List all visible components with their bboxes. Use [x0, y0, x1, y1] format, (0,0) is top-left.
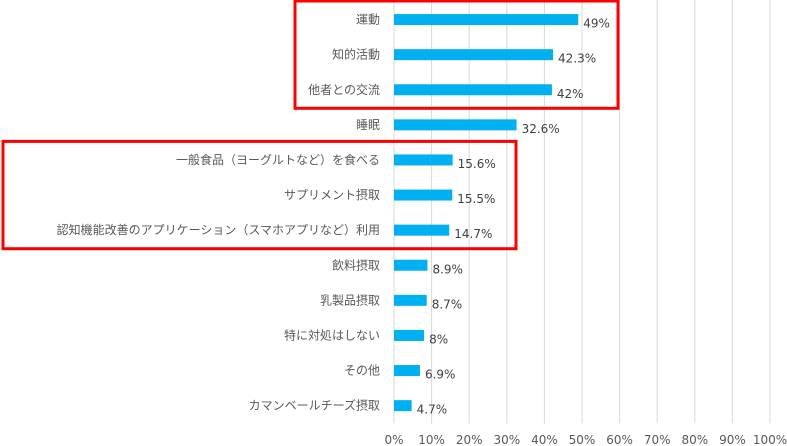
x-tick-label: 90%: [719, 433, 746, 446]
x-tick-label: 40%: [531, 433, 558, 446]
category-label: 運動: [356, 13, 380, 27]
category-label: 知的活動: [332, 47, 380, 62]
highlight-box: [1, 139, 518, 251]
bar: [394, 189, 453, 201]
data-label: 42%: [557, 87, 584, 101]
category-label: 一般食品（ヨーグルトなど）を食べる: [176, 152, 380, 167]
category-label: 飲料摂取: [332, 257, 380, 272]
x-tick-label: 10%: [418, 433, 445, 446]
x-tick-label: 50%: [569, 433, 596, 446]
category-label: サプリメント摂取: [284, 187, 380, 202]
x-tick-label: 20%: [456, 433, 483, 446]
category-label: 睡眠: [356, 118, 380, 132]
x-tick-label: 100%: [753, 433, 787, 446]
bar: [394, 329, 425, 341]
data-label: 8%: [429, 332, 448, 346]
category-label: 特に対処はしない: [284, 327, 380, 342]
data-label: 15.5%: [457, 192, 495, 206]
x-tick-label: 80%: [681, 433, 708, 446]
data-label: 8.9%: [432, 262, 463, 276]
bar: [394, 49, 554, 61]
data-label: 6.9%: [425, 368, 456, 382]
bar: [394, 84, 552, 96]
bar: [394, 259, 428, 271]
data-label: 49%: [583, 17, 610, 31]
data-label: 4.7%: [417, 403, 448, 417]
x-tick-label: 60%: [606, 433, 633, 446]
bar: [394, 365, 420, 377]
data-label: 15.6%: [458, 157, 496, 171]
category-label: カマンベールチーズ摂取: [249, 398, 380, 413]
bar: [394, 119, 517, 131]
data-label: 32.6%: [522, 122, 560, 136]
data-label: 14.7%: [454, 227, 492, 241]
data-label: 8.7%: [432, 297, 463, 311]
bar: [394, 400, 412, 412]
category-label: 乳製品摂取: [320, 292, 380, 307]
category-label: 他者との交流: [308, 82, 380, 97]
bar: [394, 14, 579, 26]
data-label: 42.3%: [558, 52, 596, 66]
x-tick-label: 70%: [644, 433, 671, 446]
bar: [394, 224, 450, 236]
bar: [394, 154, 453, 166]
category-label: 認知機能改善のアプリケーション（スマホアプリなど）利用: [57, 222, 380, 237]
category-label: その他: [344, 364, 380, 378]
bar: [394, 294, 427, 306]
highlight-box: [293, 0, 620, 110]
x-tick-label: 30%: [493, 433, 520, 446]
x-tick-label: 0%: [384, 433, 403, 446]
